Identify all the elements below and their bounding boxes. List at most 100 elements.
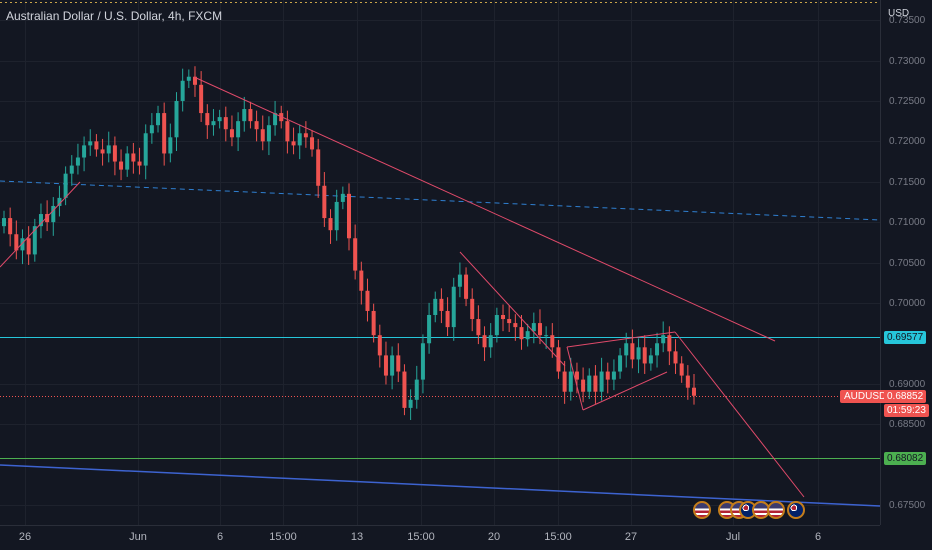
long-term-trendline[interactable] [0, 464, 881, 507]
candle-down [402, 371, 407, 408]
candle-down [285, 121, 290, 142]
candle-down [396, 355, 401, 372]
time-tick-label: Jun [129, 531, 147, 543]
candle-down [667, 335, 672, 352]
us-flag-icon[interactable] [693, 501, 711, 519]
candle-up [488, 335, 493, 348]
candle-down [205, 113, 210, 126]
candle-down [100, 149, 105, 154]
candle-up [88, 141, 93, 146]
candle-up [57, 197, 62, 206]
candle-down [229, 129, 234, 138]
candle-down [464, 274, 469, 299]
wedge-left-edge[interactable] [566, 346, 584, 411]
candle-down [316, 149, 321, 186]
price-tick-label: 0.67500 [889, 499, 926, 511]
price-tick-label: 0.68500 [889, 418, 926, 430]
candle-up [648, 355, 653, 364]
candle-down [26, 238, 31, 255]
candle-up [414, 379, 419, 400]
candle-down [94, 141, 99, 150]
candle-down [630, 343, 635, 360]
time-tick-label: 15:00 [269, 531, 297, 543]
candle-down [353, 238, 358, 271]
candle-up [494, 315, 499, 336]
candle-down [673, 351, 678, 364]
wedge-lower-line[interactable] [582, 371, 668, 411]
candle-down [692, 387, 696, 396]
rising-trend-line[interactable] [0, 181, 81, 268]
support-price-label: 0.68082 [884, 451, 927, 465]
candle-down [550, 335, 555, 348]
candle-up [211, 121, 216, 126]
candle-down [223, 117, 228, 130]
candle-down [642, 347, 647, 364]
candle-up [242, 109, 247, 122]
time-tick-label: 27 [624, 531, 638, 543]
candle-down [328, 218, 333, 231]
currency-label: USD [888, 8, 910, 19]
candle-down [574, 371, 579, 380]
candle-up [20, 238, 25, 251]
candle-down [507, 319, 512, 324]
us-flag-icon[interactable] [767, 501, 785, 519]
candle-up [69, 165, 74, 174]
candle-up [186, 76, 191, 81]
time-tick-label: 26 [18, 531, 32, 543]
candle-down [562, 371, 567, 392]
candle-up [544, 335, 549, 337]
candle-up [156, 113, 161, 126]
candle-down [482, 335, 487, 348]
candle-up [143, 133, 148, 166]
candle-down [347, 193, 351, 239]
candle-up [149, 125, 154, 134]
chart-title[interactable]: Australian Dollar / U.S. Dollar, 4h, FXC… [6, 9, 223, 23]
time-tick-label: 13 [350, 531, 364, 543]
candle-up [75, 157, 80, 166]
price-tick-label: 0.70000 [889, 297, 926, 309]
dashed-trendline[interactable] [0, 180, 881, 221]
candle-up [618, 355, 623, 372]
candle-down [248, 109, 253, 122]
candle-down [14, 234, 19, 251]
candle-down [519, 327, 524, 340]
candle-down [119, 161, 124, 170]
price-tick-label: 0.72500 [889, 95, 926, 107]
candle-up [32, 226, 37, 255]
time-tick-label: 6 [814, 531, 822, 543]
candle-up [106, 145, 111, 154]
candle-down [112, 145, 117, 162]
candle-up [457, 274, 462, 287]
candle-down [359, 270, 364, 291]
candle-down [260, 129, 265, 142]
mid-downtrend-line[interactable] [459, 251, 566, 367]
last-price-label: 0.68852 [884, 389, 927, 403]
candle-up [427, 315, 432, 344]
candle-up [51, 205, 56, 223]
au-flag-icon[interactable] [787, 501, 805, 519]
time-tick-label: 6 [216, 531, 224, 543]
candle-up [340, 193, 345, 202]
candle-up [236, 121, 241, 138]
resistance-price-label: 0.69577 [884, 330, 927, 344]
candle-up [611, 371, 616, 380]
bar-countdown-label: 01:59:23 [884, 403, 929, 417]
price-tick-label: 0.73500 [889, 14, 926, 26]
main-downtrend-line[interactable] [193, 76, 776, 342]
projection-line[interactable] [674, 331, 805, 498]
candle-up [63, 173, 68, 198]
candle-down [685, 375, 690, 388]
candle-down [254, 121, 259, 130]
candle-up [168, 137, 173, 154]
candle-down [303, 133, 308, 138]
candle-up [2, 218, 6, 227]
candle-up [661, 335, 666, 344]
candle-down [322, 185, 327, 219]
candle-down [310, 137, 315, 150]
candle-up [297, 133, 302, 146]
candle-up [273, 113, 278, 126]
wedge-upper-line[interactable] [566, 331, 676, 348]
candle-up [408, 399, 413, 408]
candle-up [568, 371, 573, 392]
